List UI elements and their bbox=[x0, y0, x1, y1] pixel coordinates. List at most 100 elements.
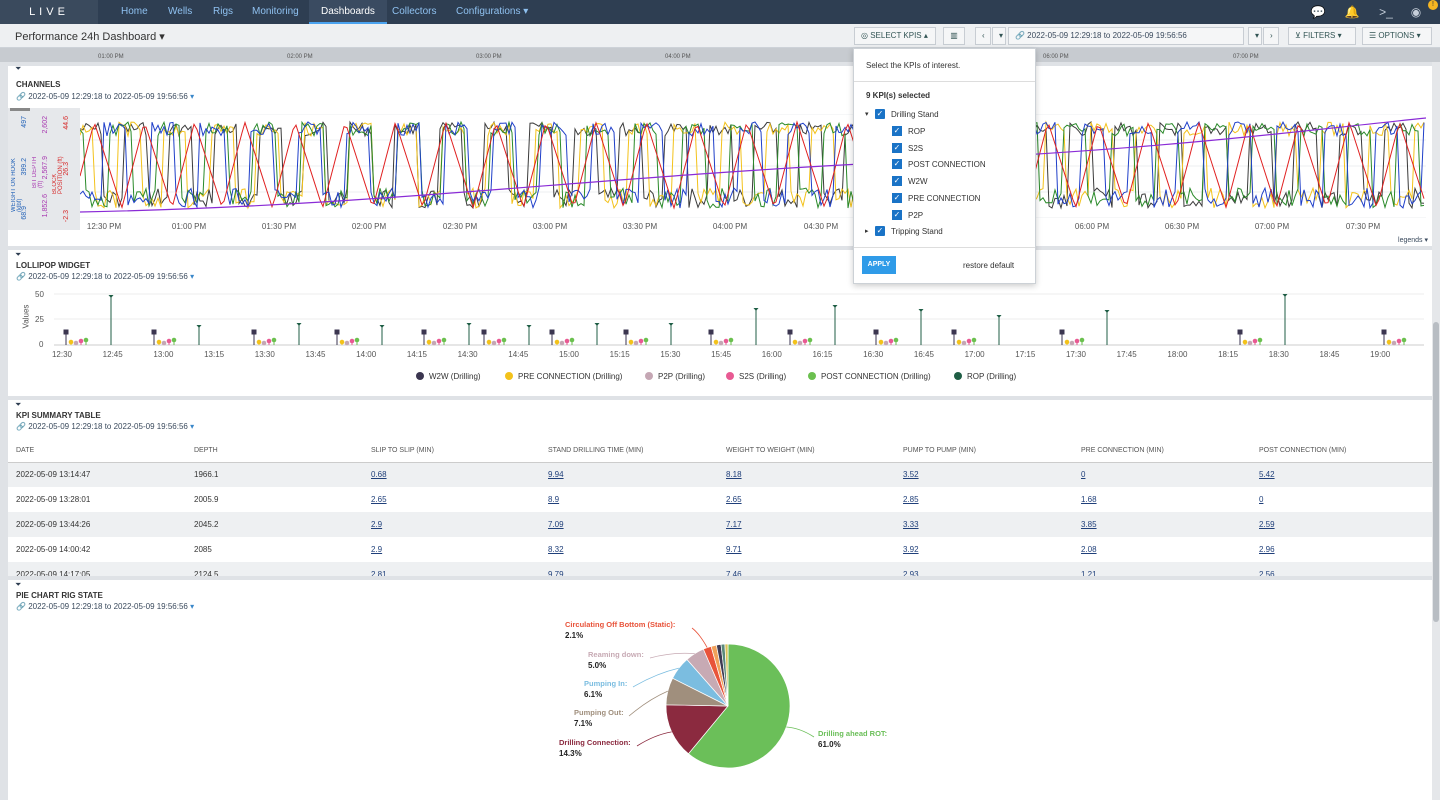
table-cell-link[interactable]: 9.71 bbox=[726, 545, 742, 554]
lollipop-marker[interactable] bbox=[956, 339, 962, 345]
table-cell-link[interactable]: 7.17 bbox=[718, 512, 895, 537]
lollipop-marker[interactable] bbox=[496, 338, 502, 344]
col-header[interactable]: DEPTH bbox=[186, 440, 363, 463]
filter-icon[interactable]: ⏷ bbox=[15, 580, 22, 589]
lollipop-marker[interactable] bbox=[108, 295, 114, 298]
lollipop-marker[interactable] bbox=[559, 340, 565, 346]
lollipop-marker[interactable] bbox=[787, 329, 793, 335]
table-cell-link[interactable]: 2.9 bbox=[363, 512, 540, 537]
lollipop-marker[interactable] bbox=[1242, 339, 1248, 345]
legend-item[interactable]: W2W (Drilling) bbox=[416, 372, 481, 381]
filter-icon[interactable]: ⏷ bbox=[15, 250, 22, 259]
table-cell-link[interactable]: 2.81 bbox=[363, 562, 540, 576]
scrollbar-thumb[interactable] bbox=[1433, 322, 1439, 622]
lollipop-marker[interactable] bbox=[1381, 329, 1387, 335]
lollipop-marker[interactable] bbox=[668, 323, 674, 326]
lollipop-marker[interactable] bbox=[728, 337, 734, 343]
table-cell-link[interactable]: 8.32 bbox=[548, 545, 564, 554]
table-cell-link[interactable]: 7.46 bbox=[718, 562, 895, 576]
table-cell-link[interactable]: 2.65 bbox=[371, 495, 387, 504]
select-kpis-button[interactable]: ◎ SELECT KPIS ▴ bbox=[854, 27, 936, 45]
lollipop-marker[interactable] bbox=[554, 339, 560, 345]
lollipop-marker[interactable] bbox=[486, 339, 492, 345]
lollipop-marker[interactable] bbox=[633, 340, 639, 346]
lollipop-marker[interactable] bbox=[1386, 339, 1392, 345]
lollipop-marker[interactable] bbox=[161, 340, 167, 346]
lollipop-marker[interactable] bbox=[481, 329, 487, 335]
table-row[interactable]: 2022-05-09 14:00:42 2085 2.9 8.32 9.71 3.92 2.… bbox=[8, 537, 1432, 562]
lollipop-marker[interactable] bbox=[156, 339, 162, 345]
lollipop-marker[interactable] bbox=[638, 338, 644, 344]
table-row[interactable]: 2022-05-09 13:28:01 2005.9 2.65 8.9 2.65 2.85… bbox=[8, 487, 1432, 512]
lollipop-marker[interactable] bbox=[1282, 294, 1288, 297]
nav-rigs[interactable]: Rigs bbox=[213, 6, 234, 17]
table-row[interactable]: 2022-05-09 13:14:47 1966.1 0.68 9.94 8.18 3.5… bbox=[8, 462, 1432, 487]
lollipop-marker[interactable] bbox=[888, 338, 894, 344]
table-cell-link[interactable]: 8.18 bbox=[718, 462, 895, 487]
kpi-checkbox[interactable]: ✓ bbox=[892, 176, 902, 187]
lollipop-marker[interactable] bbox=[83, 337, 89, 343]
lollipop-marker[interactable] bbox=[1069, 340, 1075, 346]
lollipop-marker[interactable] bbox=[526, 325, 532, 328]
legend-item[interactable]: P2P (Drilling) bbox=[645, 372, 705, 381]
legend-item[interactable]: PRE CONNECTION (Drilling) bbox=[505, 372, 622, 381]
lollipop-marker[interactable] bbox=[171, 337, 177, 343]
chat-icon[interactable]: 💬 bbox=[1310, 5, 1326, 19]
table-cell-link[interactable]: 2.65 bbox=[726, 495, 742, 504]
user-icon[interactable]: ◉ bbox=[1410, 5, 1422, 19]
lollipop-chart[interactable] bbox=[54, 290, 1424, 350]
expand-icon[interactable]: ▾ bbox=[865, 111, 869, 118]
panel-range[interactable]: 🔗 2022-05-09 12:29:18 to 2022-05-09 19:5… bbox=[16, 422, 195, 431]
lollipop-marker[interactable] bbox=[1074, 338, 1080, 344]
table-cell-link[interactable]: 1.68 bbox=[1081, 495, 1097, 504]
lollipop-marker[interactable] bbox=[1257, 337, 1263, 343]
checkbox-drilling-stand[interactable]: ✓ bbox=[875, 109, 885, 119]
nav-home[interactable]: Home bbox=[121, 6, 148, 17]
table-cell-link[interactable]: 3.92 bbox=[903, 545, 919, 554]
lollipop-marker[interactable] bbox=[802, 338, 808, 344]
lollipop-marker[interactable] bbox=[951, 329, 957, 335]
lollipop-marker[interactable] bbox=[996, 315, 1002, 318]
legends-link[interactable]: legends ▾ bbox=[1398, 237, 1428, 244]
col-header[interactable]: PRE CONNECTION (MIN) bbox=[1073, 440, 1251, 463]
kpi-checkbox[interactable]: ✓ bbox=[892, 159, 902, 170]
lollipop-marker[interactable] bbox=[792, 339, 798, 345]
panel-range[interactable]: 🔗 2022-05-09 12:29:18 to 2022-05-09 19:5… bbox=[16, 272, 195, 281]
lollipop-marker[interactable] bbox=[807, 337, 813, 343]
table-cell-link[interactable]: 9.79 bbox=[540, 562, 718, 576]
warning-icon[interactable]: ! bbox=[1428, 0, 1438, 10]
lollipop-marker[interactable] bbox=[918, 309, 924, 312]
pie-slice[interactable] bbox=[687, 643, 791, 769]
table-cell-link[interactable]: 0 bbox=[1073, 462, 1251, 487]
lollipop-marker[interactable] bbox=[723, 338, 729, 344]
lollipop-marker[interactable] bbox=[261, 340, 267, 346]
lollipop-marker[interactable] bbox=[251, 329, 257, 335]
lollipop-marker[interactable] bbox=[878, 339, 884, 345]
kpi-checkbox[interactable]: ✓ bbox=[892, 209, 902, 220]
lollipop-marker[interactable] bbox=[266, 338, 272, 344]
lollipop-marker[interactable] bbox=[196, 325, 202, 328]
table-cell-link[interactable]: 2.9 bbox=[371, 545, 383, 554]
table-cell-link[interactable]: 3.52 bbox=[895, 462, 1073, 487]
legend-item[interactable]: S2S (Drilling) bbox=[726, 372, 786, 381]
table-cell-link[interactable]: 1.21 bbox=[1073, 562, 1251, 576]
next-icon[interactable]: › bbox=[1263, 27, 1279, 45]
table-row[interactable]: 2022-05-09 14:17:05 2124.5 2.81 9.79 7.46 2.9… bbox=[8, 562, 1432, 576]
bell-icon[interactable]: 🔔 bbox=[1344, 5, 1360, 19]
lollipop-marker[interactable] bbox=[628, 339, 634, 345]
lollipop-marker[interactable] bbox=[549, 329, 555, 335]
lollipop-marker[interactable] bbox=[441, 337, 447, 343]
apply-button[interactable]: APPLY bbox=[862, 256, 896, 274]
lollipop-marker[interactable] bbox=[1059, 329, 1065, 335]
table-cell-link[interactable]: 9.94 bbox=[540, 462, 718, 487]
panel-range[interactable]: 🔗 2022-05-09 12:29:18 to 2022-05-09 19:5… bbox=[16, 92, 195, 101]
lollipop-marker[interactable] bbox=[1401, 337, 1407, 343]
nav-monitoring[interactable]: Monitoring bbox=[252, 6, 299, 17]
lollipop-marker[interactable] bbox=[73, 340, 79, 346]
pie-chart[interactable]: Drilling ahead ROT: 61.0% Drilling Connect… bbox=[8, 580, 1432, 800]
table-cell-link[interactable]: 0.68 bbox=[363, 462, 540, 487]
lollipop-marker[interactable] bbox=[1079, 337, 1085, 343]
lollipop-marker[interactable] bbox=[966, 338, 972, 344]
barcode-icon[interactable]: ▥ bbox=[943, 27, 965, 45]
pie-slice[interactable] bbox=[724, 643, 729, 707]
